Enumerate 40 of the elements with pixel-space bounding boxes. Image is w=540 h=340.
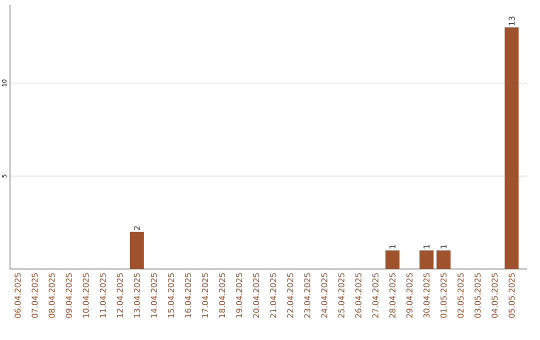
x-tick-label: 01.05.2025 [440, 273, 447, 318]
x-tick-label: 02.05.2025 [458, 273, 464, 318]
x-tick-label: 14.04.2025 [150, 273, 157, 318]
data-label: 1 [424, 244, 430, 248]
bar [130, 232, 144, 269]
x-tick-label: 06.04.2025 [14, 273, 21, 318]
bar [385, 250, 400, 269]
x-tick-label: 07.04.2025 [32, 273, 38, 318]
x-tick-label: 30.04.2025 [423, 273, 430, 318]
x-tick-label: 08.04.2025 [48, 273, 55, 318]
x-tick-label: 19.04.2025 [236, 273, 242, 318]
x-tick-label: 12.04.2025 [116, 273, 123, 318]
x-tick-label: 18.04.2025 [219, 273, 226, 318]
bar [436, 250, 451, 269]
x-tick-label: 22.04.2025 [287, 273, 294, 318]
x-tick-label: 27.04.2025 [372, 273, 378, 318]
data-label: 1 [390, 244, 396, 248]
data-label: 13 [508, 16, 515, 26]
x-tick-label: 04.05.2025 [492, 273, 498, 318]
x-tick-label: 11.04.2025 [100, 273, 106, 318]
x-tick-label: 13.04.2025 [134, 273, 140, 318]
x-tick-label: 03.05.2025 [474, 273, 481, 318]
x-tick-label: 17.04.2025 [202, 273, 208, 318]
x-tick-label: 10.04.2025 [82, 273, 89, 318]
x-tick-label: 26.04.2025 [355, 273, 362, 318]
x-tick-label: 25.04.2025 [338, 273, 344, 318]
x-tick-label: 15.04.2025 [168, 273, 174, 318]
x-tick-label: 23.04.2025 [304, 273, 310, 318]
bar [504, 27, 519, 269]
x-tick-label: 16.04.2025 [184, 273, 192, 318]
data-label: 1 [440, 244, 446, 248]
data-label: 2 [134, 226, 140, 230]
x-tick-label: 05.05.2025 [508, 273, 515, 318]
bar [420, 250, 434, 269]
x-tick-label: 21.04.2025 [270, 273, 276, 318]
x-tick-label: 09.04.2025 [66, 273, 72, 318]
x-tick-label: 24.04.2025 [321, 273, 328, 318]
x-tick-label: 29.04.2025 [406, 273, 412, 318]
x-tick-label: 20.04.2025 [253, 273, 260, 318]
x-tick-label: 28.04.2025 [389, 273, 396, 318]
